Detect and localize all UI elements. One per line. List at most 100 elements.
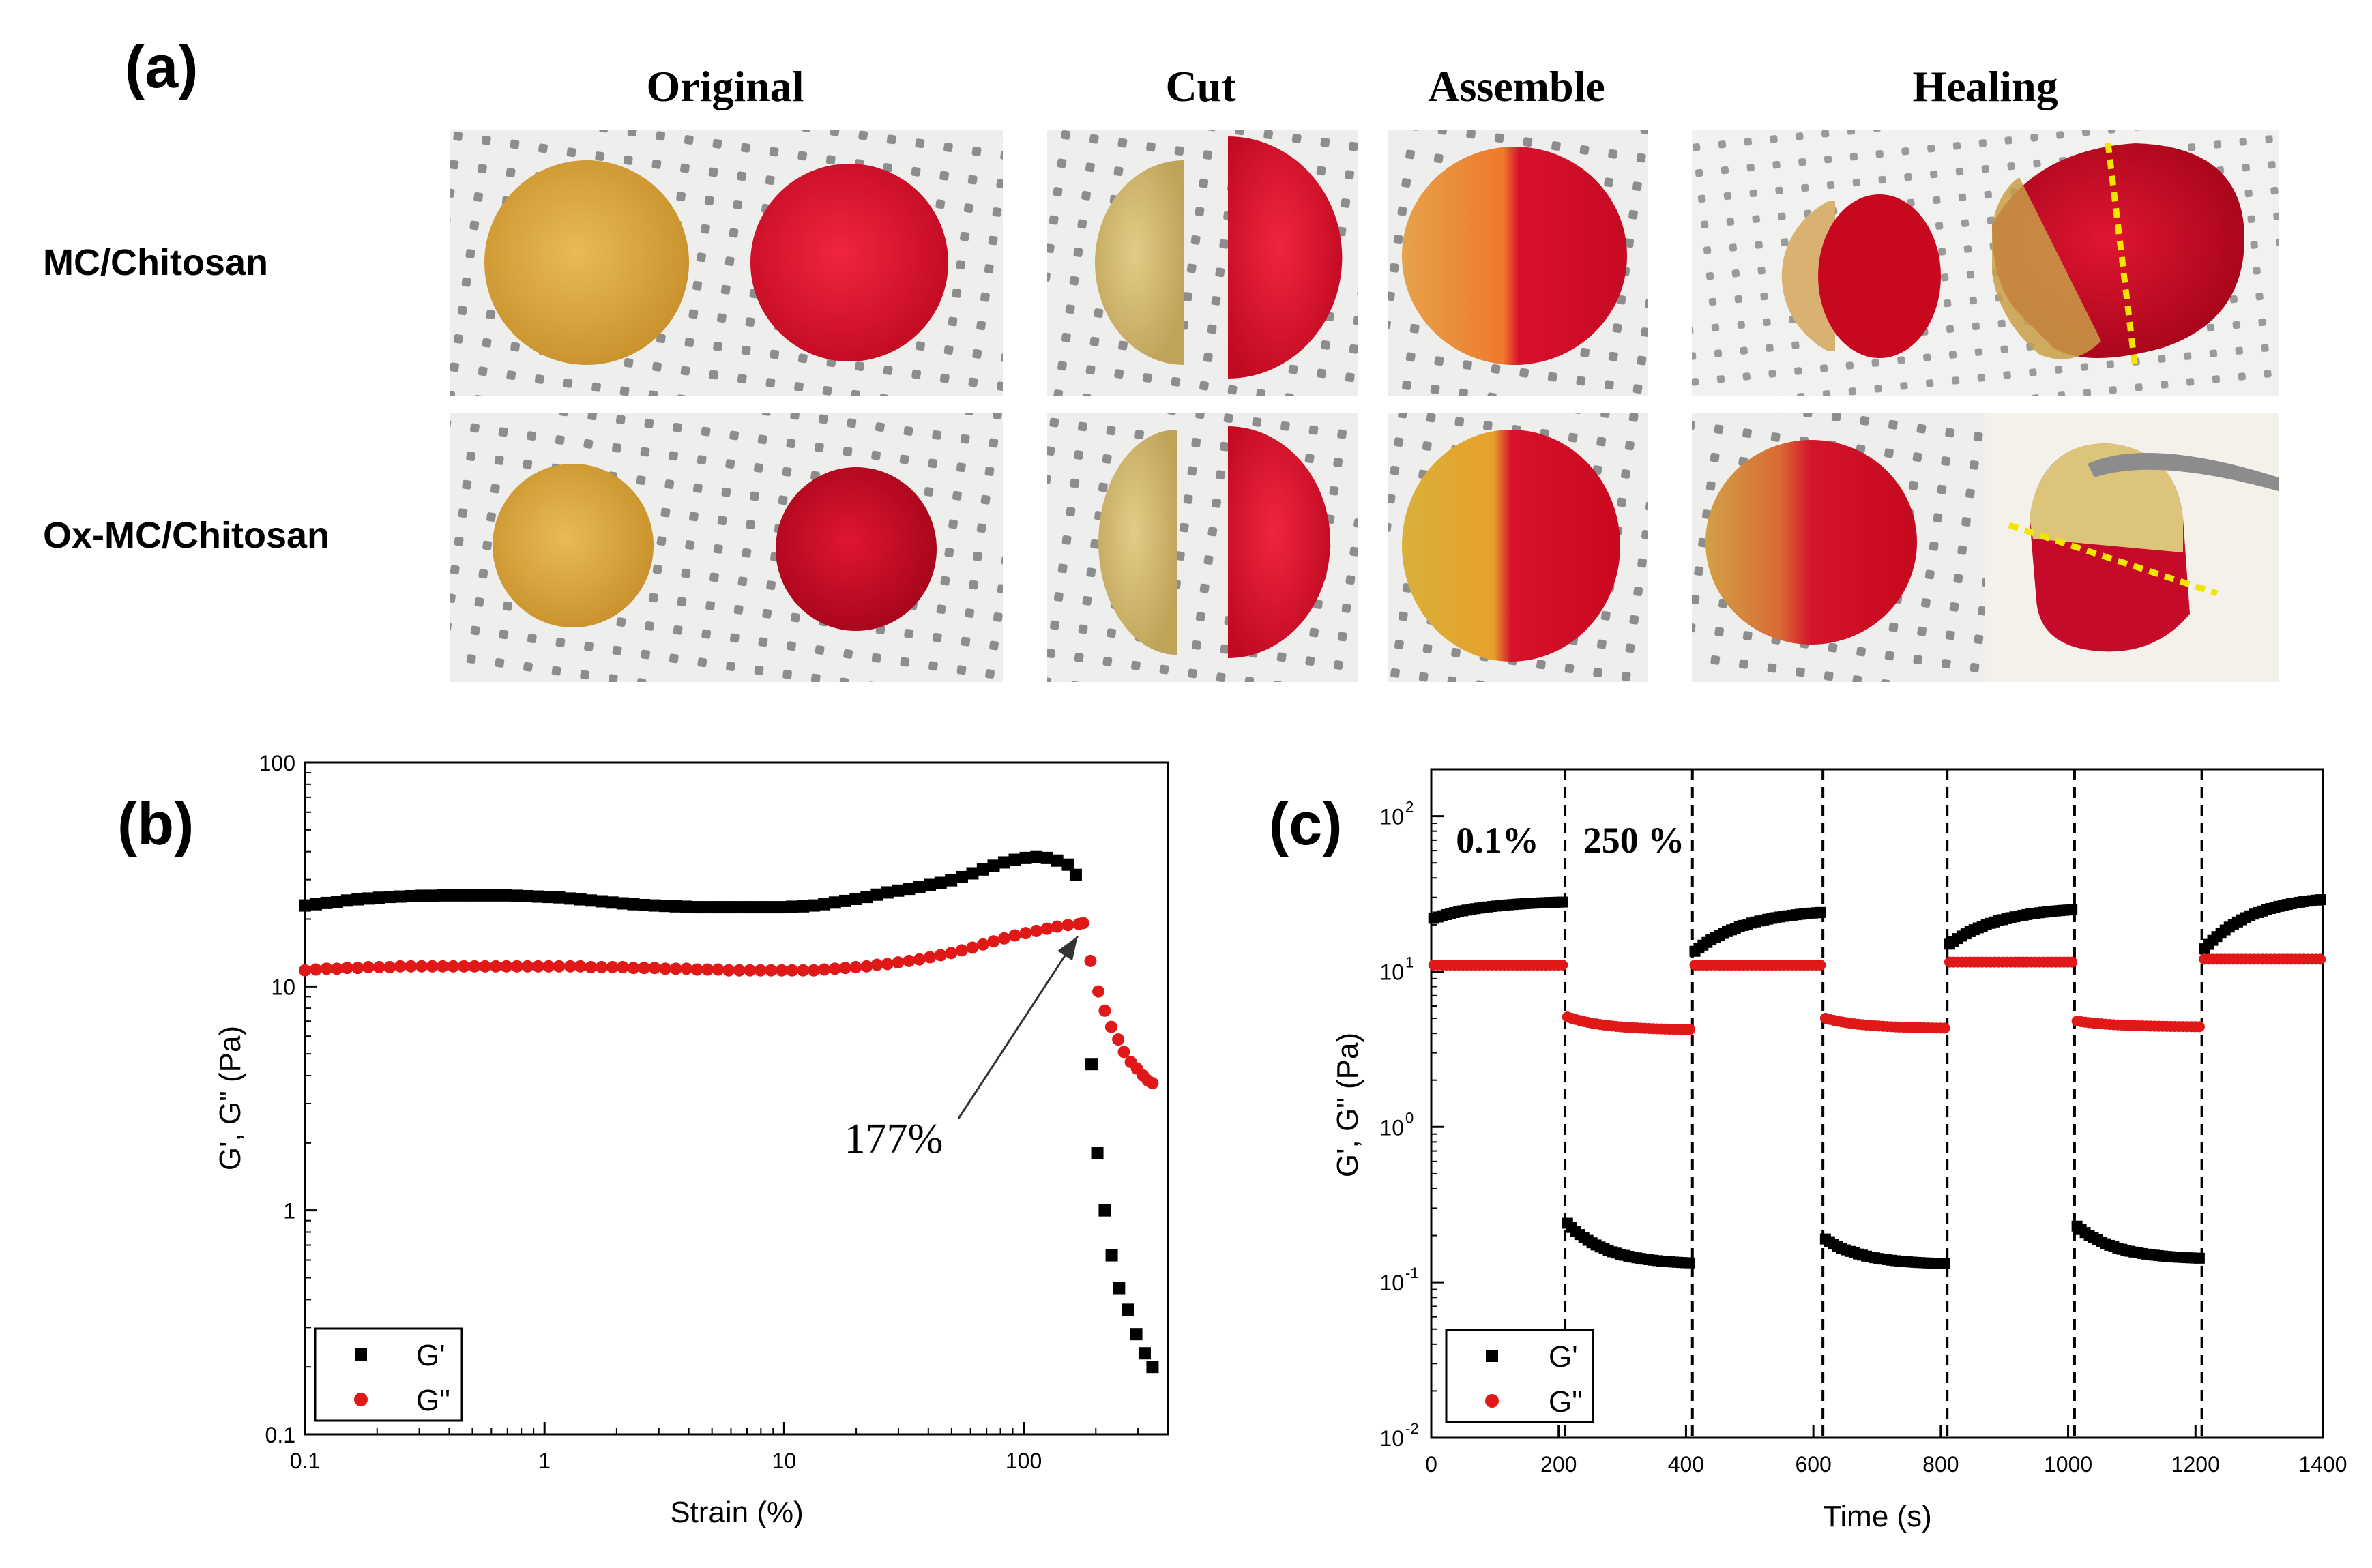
- chart-b-point-g-prime: [722, 901, 735, 914]
- chart-b-x-tick-label: 0.1: [290, 1449, 320, 1473]
- chart-b-annotation: 177%: [845, 1116, 943, 1162]
- chart-b-point-g-prime: [458, 889, 471, 902]
- chart-b-y-tick-label: 10: [271, 975, 295, 999]
- chart-b-point-g-prime: [1113, 1282, 1126, 1295]
- chart-b-point-g-double: [1061, 919, 1074, 932]
- chart-b-point-g-prime: [340, 894, 353, 907]
- chart-b-point-g-double: [1084, 954, 1097, 967]
- chart-b-x-tick-label: 1: [538, 1449, 551, 1473]
- chart-b-point-g-double: [870, 958, 883, 971]
- strain-label-low: 0.1%: [1456, 820, 1539, 861]
- chart-b-point-g-prime: [468, 889, 481, 902]
- chart-b-y-tick-label: 0.1: [265, 1423, 295, 1447]
- chart-b-point-g-prime: [786, 900, 799, 913]
- chart-b-point-g-prime: [351, 893, 364, 906]
- chart-b-point-g-double: [754, 964, 767, 977]
- chart-b-point-g-double: [521, 960, 534, 973]
- chart-b-point-g-double: [447, 960, 460, 973]
- legend-c-g-double-label: G": [1549, 1385, 1583, 1419]
- chart-b-point-g-prime: [1030, 850, 1043, 863]
- chart-c-point-g-prime: [2193, 1252, 2205, 1264]
- chart-c-switch-lines: [1564, 769, 2203, 1438]
- chart-b-point-g-double: [945, 947, 958, 960]
- chart-b-point-g-prime: [860, 891, 873, 904]
- chart-b-point-g-prime: [372, 891, 385, 904]
- chart-b-point-g-prime: [881, 886, 894, 899]
- chart-c-y-tick-label: 10: [1379, 805, 1404, 829]
- chart-b-point-g-double: [637, 962, 650, 975]
- chart-b-point-g-prime: [701, 901, 714, 914]
- chart-b-y-tick-label: 1: [283, 1199, 295, 1224]
- chart-b-point-g-double: [340, 962, 353, 975]
- chart-b-point-g-double: [648, 962, 661, 975]
- chart-b-annotation-arrowhead: [1057, 936, 1078, 961]
- legend-b-g-prime-marker: [355, 1348, 367, 1361]
- chart-c-y-tick-exponent: -2: [1405, 1420, 1419, 1437]
- chart-b-point-g-double: [1019, 927, 1032, 940]
- chart-c-y-tick-label: 10: [1379, 960, 1404, 984]
- chart-b-point-g-prime: [510, 889, 523, 902]
- chart-b-point-g-double: [468, 960, 481, 973]
- chart-b-point-g-prime: [299, 899, 311, 912]
- chart-b-point-g-prime: [1069, 868, 1082, 881]
- chart-b-point-g-prime: [669, 900, 682, 913]
- chart-b-point-g-double: [574, 960, 587, 973]
- chart-c-y-tick-exponent: 1: [1405, 953, 1414, 971]
- chart-b-point-g-double: [786, 964, 799, 977]
- chart-b-point-g-double: [892, 956, 905, 969]
- chart-b-point-g-double: [849, 960, 862, 973]
- chart-b-point-g-double: [913, 953, 926, 966]
- chart-b-point-g-double: [1104, 1020, 1117, 1033]
- chart-b-point-g-double: [860, 960, 873, 973]
- chart-b-point-g-double: [436, 960, 449, 973]
- legend-c-g-double-marker: [1485, 1394, 1499, 1408]
- chart-b-point-g-prime: [1098, 1204, 1111, 1217]
- chart-b-point-g-double: [458, 960, 471, 973]
- chart-b-point-g-prime: [1130, 1328, 1143, 1341]
- chart-b-point-g-prime: [1040, 851, 1053, 864]
- chart-c-x-tick-label: 0: [1425, 1452, 1437, 1477]
- chart-b-x-tick-label: 10: [772, 1449, 797, 1473]
- chart-b-point-g-double: [595, 960, 608, 973]
- chart-b-point-g-prime: [405, 889, 418, 902]
- chart-b-point-g-double: [320, 962, 333, 975]
- chart-b-point-g-double: [510, 960, 523, 973]
- chart-b: (b) 0.1 1 10 100 0.1 1 10 100 Strain (%) G', G…: [117, 751, 1169, 1529]
- chart-b-point-g-double: [1092, 985, 1105, 998]
- chart-b-point-g-prime: [955, 870, 968, 883]
- photo-oxmc-cut: [1047, 413, 1358, 682]
- chart-b-point-g-prime: [839, 894, 852, 907]
- chart-b-point-g-double: [1112, 1033, 1125, 1046]
- strain-label-high: 250 %: [1583, 820, 1685, 861]
- chart-b-point-g-prime: [320, 896, 333, 909]
- chart-b-point-g-double: [1146, 1077, 1159, 1090]
- chart-b-point-g-prime: [849, 892, 862, 905]
- legend-b-g-double-label: G": [416, 1384, 450, 1417]
- chart-b-point-g-prime: [1091, 1147, 1104, 1159]
- chart-b-points: [299, 850, 1159, 1374]
- chart-b-point-g-double: [701, 963, 714, 976]
- chart-b-point-g-prime: [627, 898, 640, 911]
- chart-c-y-tick-label: 10: [1379, 1426, 1404, 1451]
- chart-b-x-axis-label: Strain (%): [670, 1496, 804, 1529]
- panel-a: (a) Original Cut Assemble Healing MC/Chi…: [43, 33, 2279, 682]
- chart-c-y-tick-label: 10: [1379, 1271, 1404, 1295]
- chart-b-legend: G' G": [314, 1327, 463, 1422]
- chart-b-point-g-double: [680, 962, 693, 975]
- chart-b-point-g-double: [542, 960, 555, 973]
- chart-b-point-g-prime: [500, 889, 513, 902]
- chart-b-point-g-double: [903, 954, 916, 967]
- chart-b-point-g-double: [372, 960, 385, 973]
- chart-b-point-g-double: [807, 964, 820, 977]
- chart-c-point-g-double: [1815, 960, 1826, 971]
- chart-b-point-g-double: [394, 960, 407, 973]
- chart-b-point-g-prime: [924, 878, 937, 891]
- chart-b-point-g-double: [405, 960, 418, 973]
- chart-b-y-tick-label: 100: [259, 751, 295, 775]
- chart-b-y-axis-label: G', G" (Pa): [214, 1026, 247, 1170]
- legend-b-g-double-marker: [354, 1393, 368, 1406]
- chart-b-point-g-prime: [934, 876, 947, 889]
- chart-b-point-g-double: [765, 964, 778, 977]
- chart-b-point-g-double: [828, 962, 841, 975]
